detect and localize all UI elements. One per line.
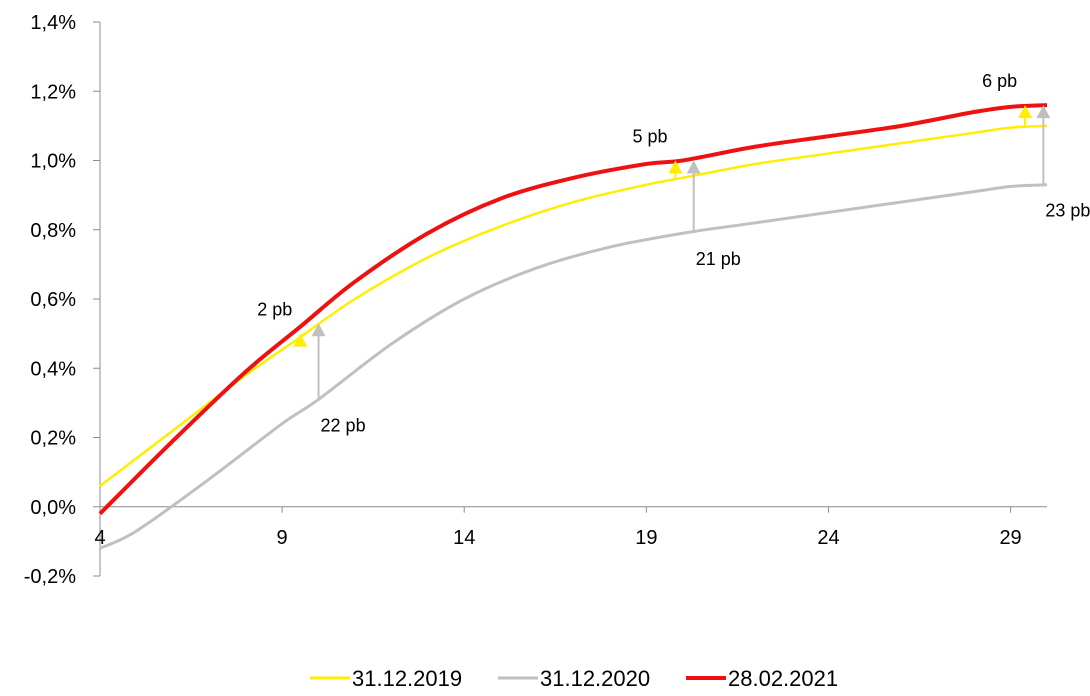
- x-tick-label: 9: [277, 527, 288, 549]
- spread-label: 6 pb: [982, 71, 1017, 91]
- series-lines: [98, 103, 1048, 550]
- x-tick-label: 4: [94, 527, 105, 549]
- y-tick-label: 1,0%: [30, 151, 76, 173]
- y-tick-label: 0,4%: [30, 358, 76, 380]
- series-line-28-02-2021: [98, 103, 1048, 516]
- spread-annotations: 2 pb 22 pb 5 pb 21 pb 6 pb 23 pb: [257, 71, 1090, 435]
- x-tick-label: 24: [817, 527, 839, 549]
- spread-label: 21 pb: [696, 249, 741, 269]
- spread-arrow-head: [1036, 105, 1051, 119]
- spread-arrow-head: [311, 323, 326, 337]
- legend: 31.12.2019 31.12.2020 28.02.2021: [310, 666, 838, 691]
- legend-label-31-12-2020: 31.12.2020: [540, 666, 650, 691]
- y-tick-label: 0,2%: [30, 428, 76, 450]
- tick-labels: -0,2% 0,0% 0,2% 0,4% 0,6% 0,8% 1,0% 1,2% 1,4% 4 9 1…: [24, 12, 1022, 588]
- axes: [93, 21, 1047, 577]
- spread-label: 2 pb: [257, 300, 292, 320]
- x-tick-label: 19: [635, 527, 657, 549]
- x-tick-label: 14: [453, 527, 475, 549]
- y-tick-label: 0,8%: [30, 220, 76, 242]
- spread-arrow-head: [1018, 105, 1033, 119]
- spread-label: 23 pb: [1045, 201, 1090, 221]
- spread-label: 22 pb: [321, 415, 366, 435]
- x-tick-label: 29: [999, 527, 1021, 549]
- y-tick-label: 0,0%: [30, 497, 76, 519]
- legend-label-28-02-2021: 28.02.2021: [728, 666, 838, 691]
- y-tick-label: -0,2%: [24, 566, 76, 588]
- spread-arrow-head: [668, 160, 683, 174]
- y-tick-label: 0,6%: [30, 289, 76, 311]
- y-tick-label: 1,2%: [30, 81, 76, 103]
- series-line-31-12-2019: [99, 124, 1048, 487]
- spread-label: 5 pb: [632, 127, 667, 147]
- legend-label-31-12-2019: 31.12.2019: [352, 666, 462, 691]
- series-line-31-12-2020: [99, 183, 1048, 550]
- spread-arrow-head: [293, 333, 308, 347]
- y-tick-label: 1,4%: [30, 12, 76, 34]
- spread-arrow-head: [686, 160, 701, 174]
